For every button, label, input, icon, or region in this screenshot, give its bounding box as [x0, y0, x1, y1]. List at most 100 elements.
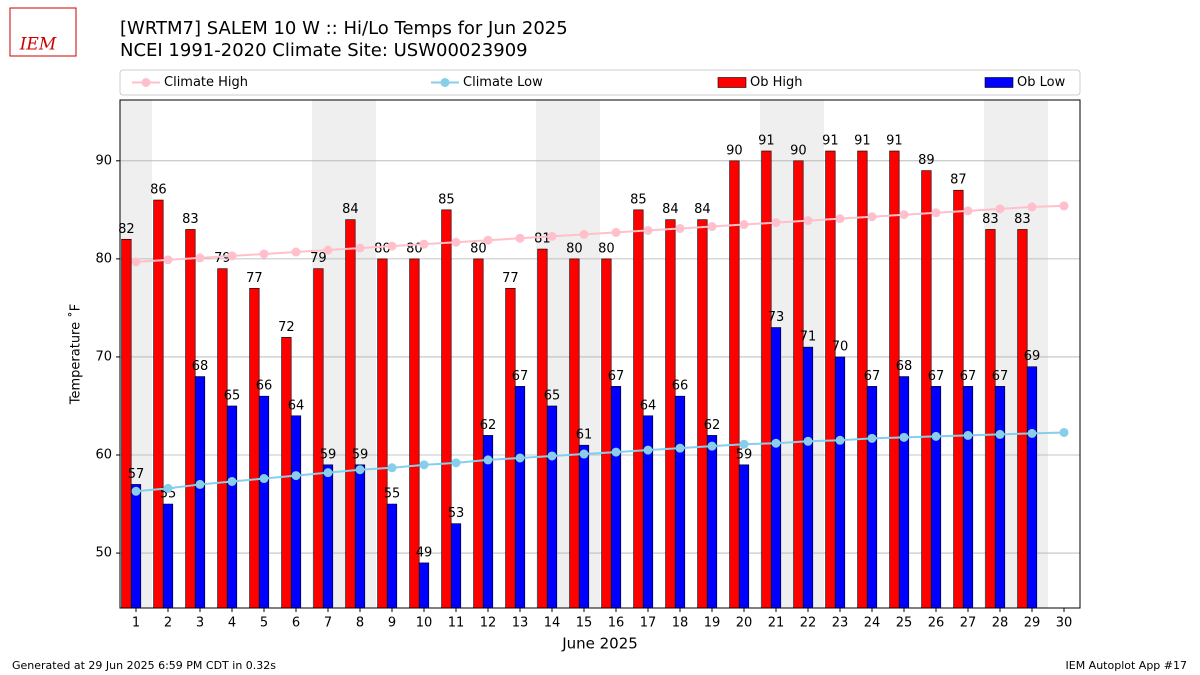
bar: [514, 386, 526, 609]
value-label: 91: [822, 133, 839, 148]
bar: [313, 268, 324, 609]
bar: [418, 562, 430, 609]
value-label: 59: [736, 447, 753, 462]
x-tick-label: 2: [164, 616, 172, 631]
line-point: [291, 247, 301, 257]
line-point: [355, 243, 365, 253]
line-point: [963, 206, 973, 216]
legend-box: [119, 69, 1081, 96]
line-point: [419, 460, 429, 470]
bar: [729, 160, 740, 609]
x-tick-label: 9: [388, 616, 396, 631]
x-tick-label: 16: [608, 616, 625, 631]
bar: [226, 405, 238, 609]
value-label: 79: [214, 251, 231, 266]
line-point: [515, 453, 525, 463]
line-point: [771, 218, 781, 228]
value-label: 80: [598, 241, 615, 256]
bar: [121, 238, 132, 609]
value-label: 91: [758, 133, 775, 148]
value-label: 66: [256, 379, 273, 394]
bar: [505, 287, 516, 609]
line-point: [323, 245, 333, 255]
value-label: 86: [150, 183, 167, 198]
footer-right: IEM Autoplot App #17: [1066, 659, 1188, 672]
bar: [249, 287, 260, 609]
line-point: [963, 430, 973, 440]
bar: [450, 523, 462, 609]
line-point: [867, 212, 877, 222]
line-point: [451, 458, 461, 468]
value-label: 68: [896, 359, 913, 374]
x-tick-label: 10: [416, 616, 433, 631]
bar: [834, 356, 846, 609]
line-point: [643, 445, 653, 455]
line-point: [803, 436, 813, 446]
bar: [290, 415, 302, 609]
bar: [386, 503, 398, 609]
bar: [994, 386, 1006, 609]
value-label: 80: [374, 241, 391, 256]
y-tick-label: 50: [95, 546, 112, 561]
value-label: 73: [768, 310, 785, 325]
value-label: 67: [608, 369, 625, 384]
bar: [322, 464, 334, 609]
value-label: 80: [566, 241, 583, 256]
legend-swatch: [717, 77, 747, 88]
y-tick-label: 80: [95, 251, 112, 266]
bar: [962, 386, 974, 609]
value-label: 91: [854, 133, 871, 148]
line-point: [483, 235, 493, 245]
value-label: 90: [726, 143, 743, 158]
line-point: [995, 204, 1005, 214]
x-tick-label: 30: [1056, 616, 1073, 631]
bar: [985, 229, 996, 609]
line-point: [611, 227, 621, 237]
bar: [473, 258, 484, 609]
line-point: [323, 468, 333, 478]
bar: [377, 258, 388, 609]
legend-marker: [141, 78, 151, 87]
value-label: 49: [416, 545, 433, 560]
bar: [162, 503, 174, 609]
bar: [802, 346, 814, 609]
value-label: 79: [310, 251, 327, 266]
bar: [642, 415, 654, 609]
bar: [130, 484, 142, 609]
bar: [194, 376, 206, 609]
value-label: 83: [982, 212, 999, 227]
line-point: [1027, 202, 1037, 212]
line-point: [195, 253, 205, 263]
line: [135, 431, 1065, 493]
x-tick-label: 17: [640, 616, 657, 631]
value-label: 65: [224, 388, 241, 403]
x-tick-label: 24: [864, 616, 881, 631]
logo-frame: [9, 7, 77, 57]
bar: [610, 386, 622, 609]
bar: [546, 405, 558, 609]
value-label: 71: [800, 330, 817, 345]
bar: [665, 219, 676, 609]
value-label: 65: [544, 388, 561, 403]
line-point: [899, 432, 909, 442]
line-point: [867, 433, 877, 443]
line-point: [483, 455, 493, 465]
value-label: 61: [576, 428, 593, 443]
legend-label: Ob High: [750, 75, 803, 90]
value-label: 83: [182, 212, 199, 227]
x-tick-label: 26: [928, 616, 945, 631]
value-label: 84: [694, 202, 711, 217]
legend-marker: [440, 78, 450, 87]
x-tick-label: 20: [736, 616, 753, 631]
bar: [345, 219, 356, 609]
line-point: [739, 439, 749, 449]
x-axis-label: June 2025: [561, 635, 638, 653]
bar: [185, 229, 196, 609]
line-point: [931, 208, 941, 218]
x-tick-label: 12: [480, 616, 497, 631]
line-point: [547, 231, 557, 241]
x-tick-label: 28: [992, 616, 1009, 631]
x-tick-label: 25: [896, 616, 913, 631]
